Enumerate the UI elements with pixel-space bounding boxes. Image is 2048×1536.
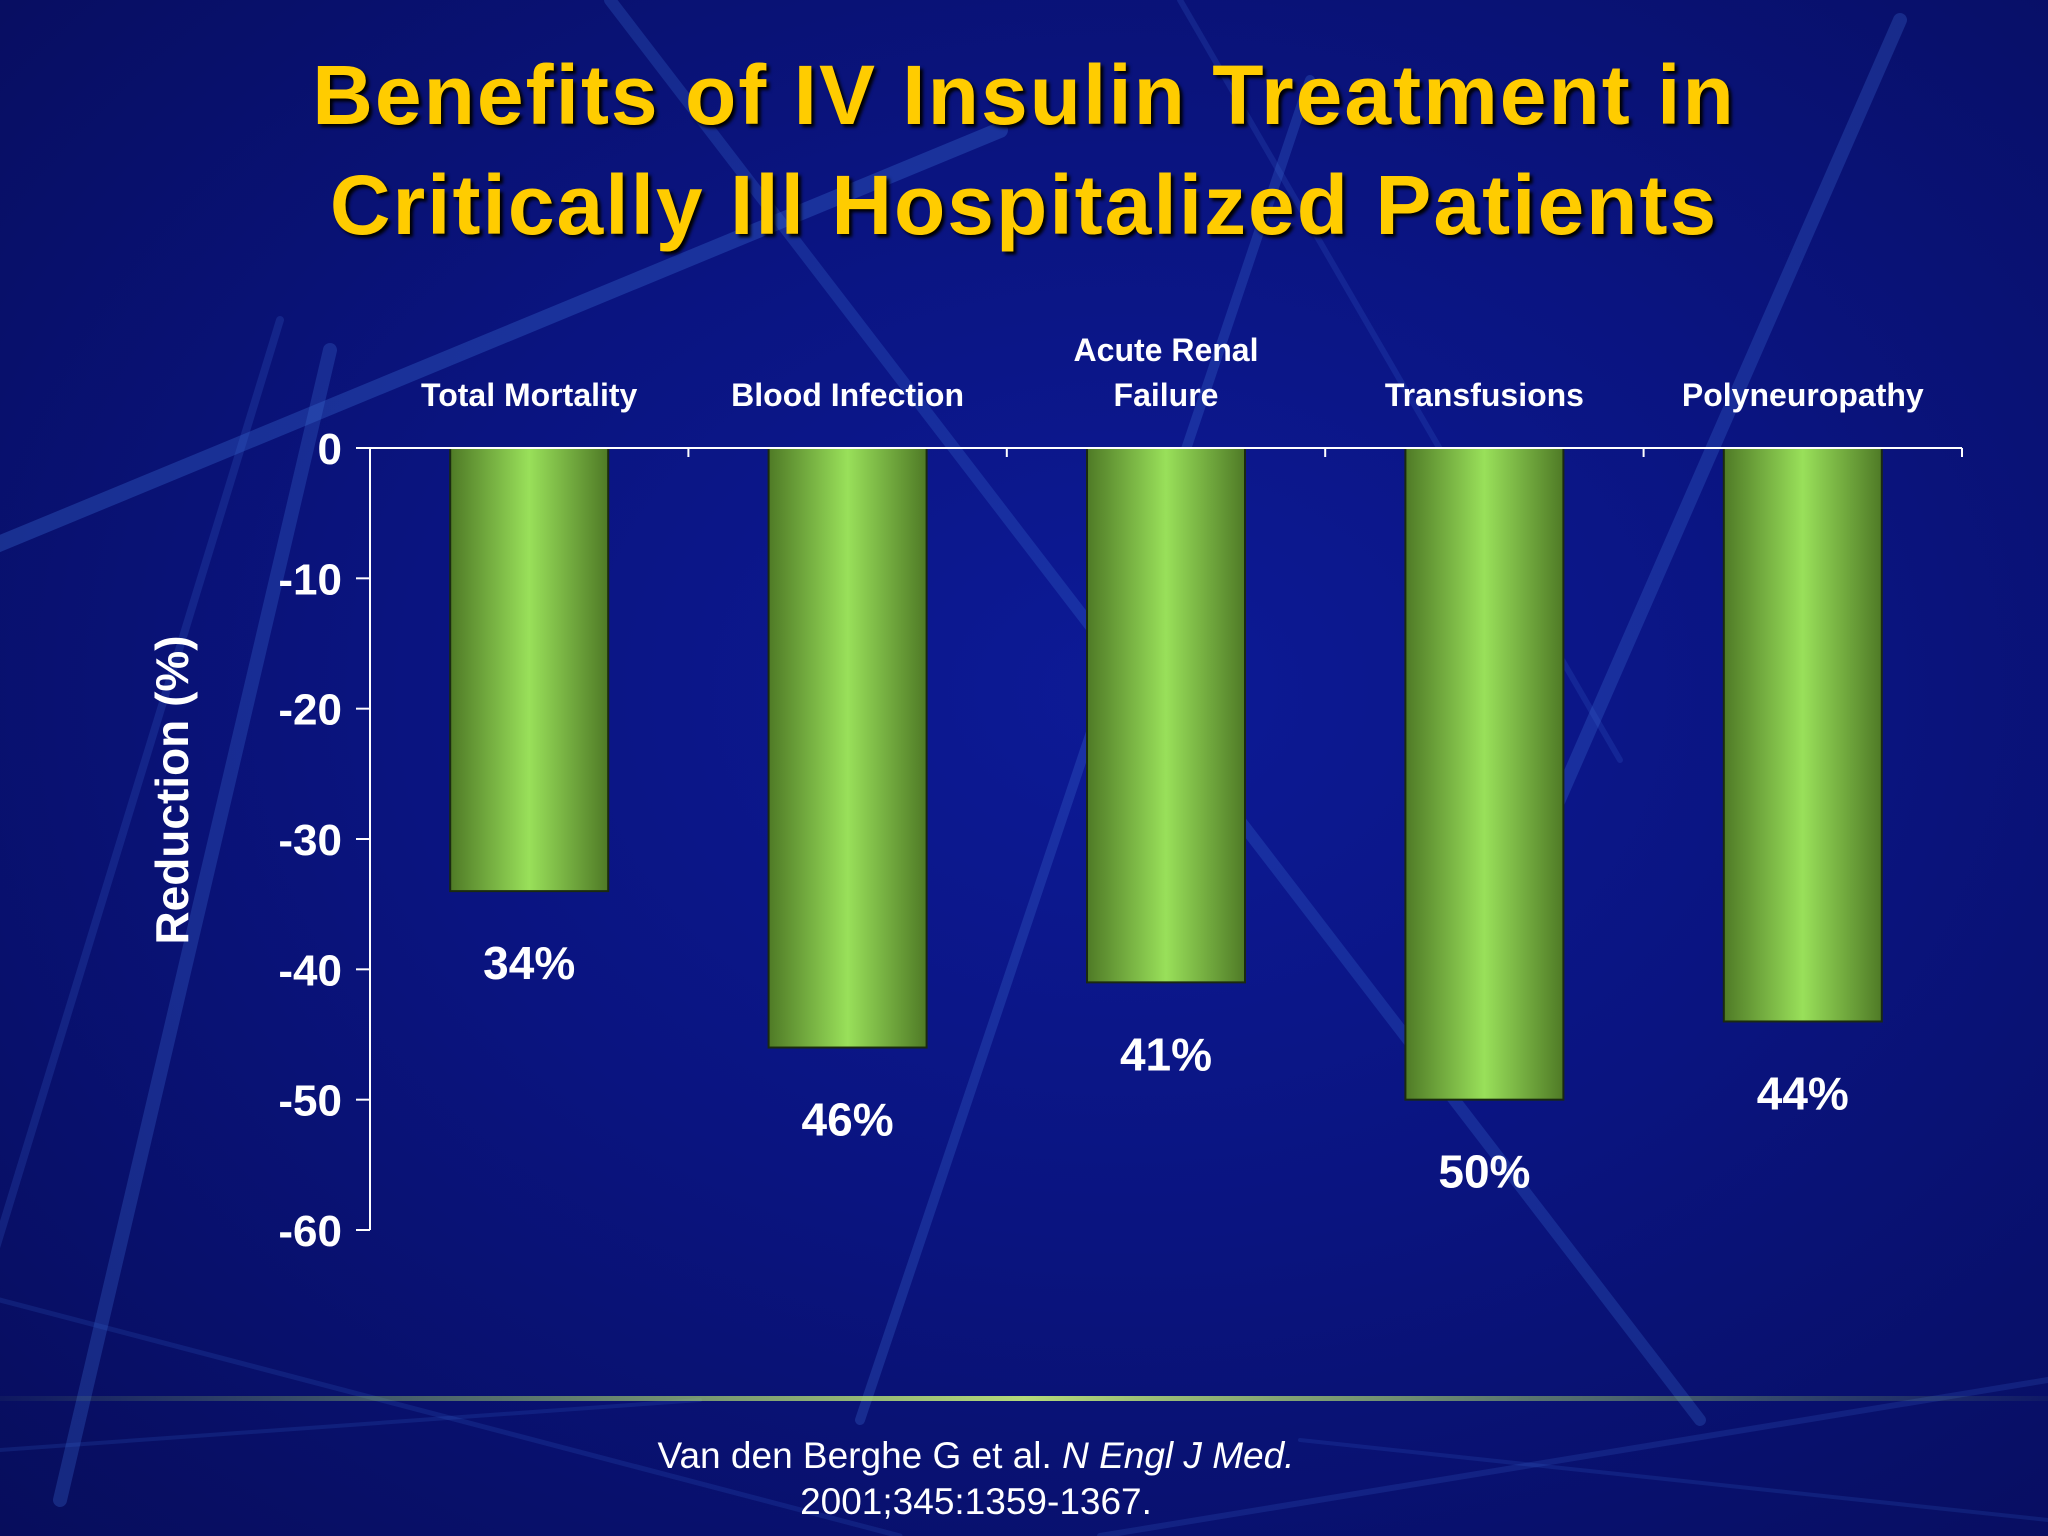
y-tick-label: -60 [278, 1207, 342, 1256]
bar [767, 447, 928, 1049]
bar [449, 447, 610, 893]
bar [1086, 447, 1246, 984]
y-tick-label: -30 [278, 816, 342, 865]
y-tick-label: -40 [278, 946, 342, 995]
category-label: Transfusions [1385, 377, 1584, 413]
data-label: 46% [802, 1094, 894, 1146]
category-label: Acute Renal [1074, 332, 1259, 368]
slide-title-line-2: Critically Ill Hospitalized Patients [329, 158, 1719, 252]
category-label: Polyneuropathy [1682, 377, 1924, 413]
category-label: Blood Infection [731, 377, 964, 413]
y-tick-label: -10 [278, 555, 342, 604]
data-label: 44% [1757, 1067, 1849, 1119]
category-label: Failure [1114, 377, 1219, 413]
category-label: Total Mortality [421, 377, 638, 413]
data-label: 50% [1438, 1146, 1530, 1198]
data-label: 34% [483, 937, 575, 989]
y-tick-label: -20 [278, 686, 342, 735]
bar [1722, 447, 1883, 1023]
citation-line-2: 2001;345:1359-1367. [800, 1481, 1152, 1522]
bar [1404, 447, 1565, 1101]
slide-title-line-1: Benefits of IV Insulin Treatment in [312, 48, 1736, 142]
y-tick-label: -50 [278, 1077, 342, 1126]
y-axis-title: Reduction (%) [146, 635, 198, 944]
citation-authors: Van den Berghe G et al. [657, 1435, 1052, 1476]
citation-journal: N Engl J Med. [1062, 1435, 1295, 1476]
y-tick-label: 0 [318, 425, 342, 474]
data-label: 41% [1120, 1028, 1212, 1080]
citation-line-1: Van den Berghe G et al. N Engl J Med. [0, 1433, 2048, 1479]
